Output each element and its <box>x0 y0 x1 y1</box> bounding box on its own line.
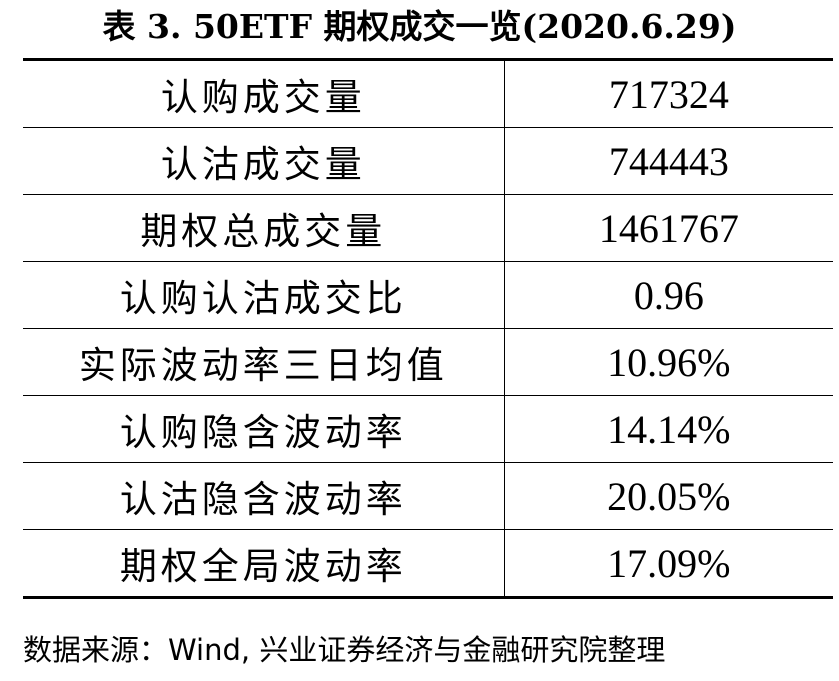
row-label: 认购认沽成交比 <box>23 261 505 329</box>
row-value: 10.96% <box>504 328 833 396</box>
row-label: 认购成交量 <box>23 59 505 128</box>
row-label: 实际波动率三日均值 <box>23 328 505 396</box>
row-label: 期权全局波动率 <box>23 529 505 598</box>
table-row: 认沽成交量 744443 <box>23 127 833 195</box>
row-value: 17.09% <box>504 529 833 598</box>
table-row: 实际波动率三日均值 10.96% <box>23 328 833 396</box>
table-row: 认沽隐含波动率 20.05% <box>23 462 833 530</box>
row-value: 0.96 <box>504 261 833 329</box>
table-row: 认购认沽成交比 0.96 <box>23 261 833 329</box>
row-label: 认购隐含波动率 <box>23 395 505 463</box>
row-value: 744443 <box>504 127 833 195</box>
table-row: 认购隐含波动率 14.14% <box>23 395 833 463</box>
row-value: 717324 <box>608 71 729 117</box>
row-label: 期权总成交量 <box>23 194 505 262</box>
row-label: 认沽隐含波动率 <box>23 462 505 530</box>
options-volume-table: 认购成交量 717324 认沽成交量 744443 期权总成交量 1461767… <box>23 58 833 599</box>
data-source-note: 数据来源：Wind, 兴业证券经济与金融研究院整理 <box>23 633 666 667</box>
table-row: 期权全局波动率 17.09% <box>23 529 833 598</box>
row-value: 14.14% <box>504 395 833 463</box>
table-row: 认购成交量 717324 <box>23 59 833 128</box>
table-row: 期权总成交量 1461767 <box>23 194 833 262</box>
row-value: 1461767 <box>504 194 833 262</box>
table-title: 表 3. 50ETF 期权成交一览(2020.6.29) <box>102 7 737 46</box>
row-label: 认沽成交量 <box>23 127 505 195</box>
row-value: 20.05% <box>504 462 833 530</box>
